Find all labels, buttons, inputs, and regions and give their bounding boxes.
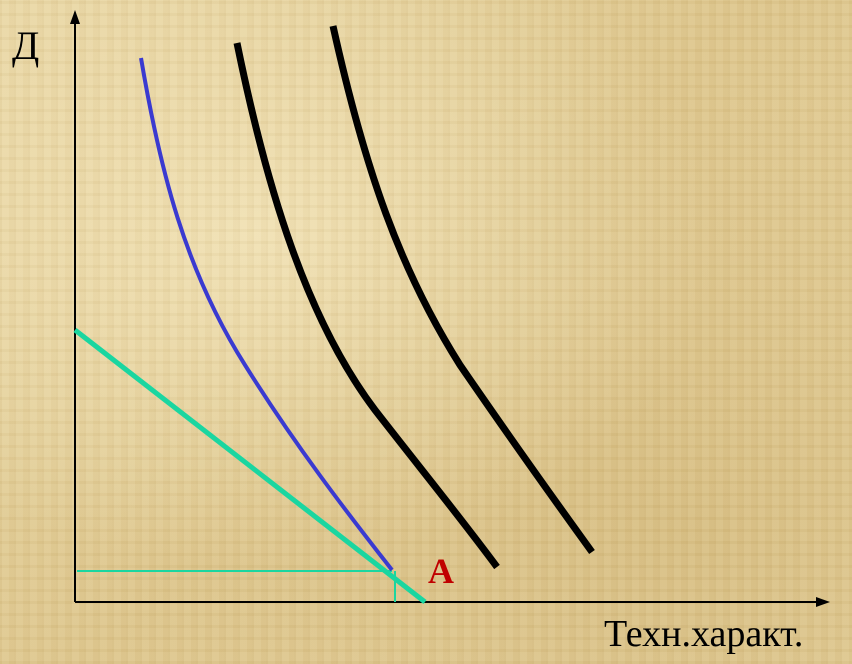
indifference-curve-2 xyxy=(233,42,500,570)
x-axis-label: Техн.характ. xyxy=(604,613,804,655)
y-axis-arrow xyxy=(70,10,80,24)
budget-line xyxy=(73,328,427,604)
point-a-label: A xyxy=(428,551,454,591)
tangent-curve xyxy=(139,57,394,572)
x-axis-arrow xyxy=(816,597,830,607)
indifference-curve-3 xyxy=(329,25,595,555)
y-axis-label: Д xyxy=(12,23,40,68)
